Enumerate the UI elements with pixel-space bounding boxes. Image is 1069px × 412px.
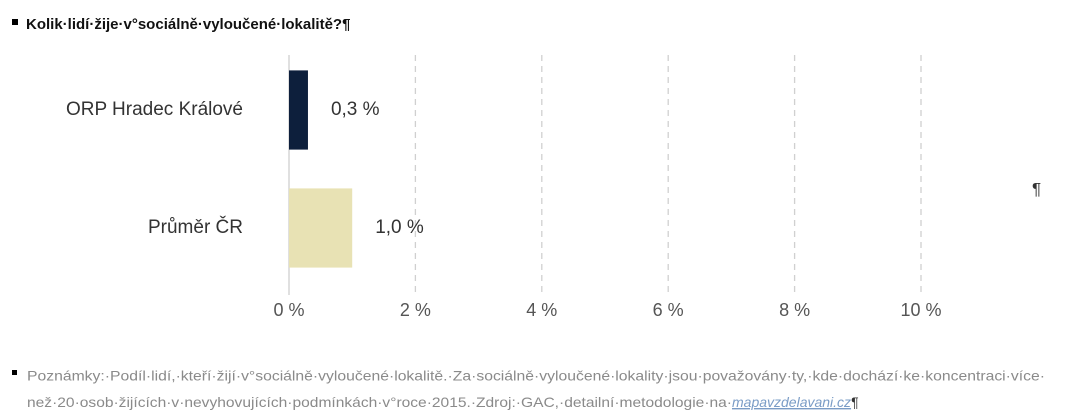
pilcrow: ¶ — [1032, 179, 1041, 198]
x-tick-label: 2 % — [400, 300, 431, 320]
x-tick-label: 4 % — [526, 300, 557, 320]
value-label: 0,3 % — [331, 99, 380, 120]
y-tick-label: Průměr ČR — [148, 216, 243, 238]
bullet — [12, 370, 17, 375]
note-line: Poznámky:·Podíl·lidí,·kteří·žijí·v°sociá… — [27, 368, 1045, 384]
note-line: než·20·osob·žijících·v·nevyhovujících·po… — [27, 394, 859, 410]
x-tick-label: 8 % — [779, 300, 810, 320]
bar — [289, 70, 308, 150]
x-tick-label: 0 % — [273, 300, 304, 320]
note-text: než·20·osob·žijících·v·nevyhovujících·po… — [27, 394, 732, 410]
pilcrow: ¶ — [851, 394, 859, 410]
heading: Kolik·lidí·žije·v°sociálně·vyloučené·lok… — [26, 16, 350, 33]
note-link[interactable]: mapavzdelavani.cz — [732, 394, 851, 410]
value-label: 1,0 % — [375, 217, 424, 238]
bullet — [12, 19, 18, 25]
bar — [289, 188, 353, 268]
x-tick-label: 10 % — [900, 300, 941, 320]
x-tick-label: 6 % — [653, 300, 684, 320]
y-tick-label: ORP Hradec Králové — [66, 99, 243, 120]
